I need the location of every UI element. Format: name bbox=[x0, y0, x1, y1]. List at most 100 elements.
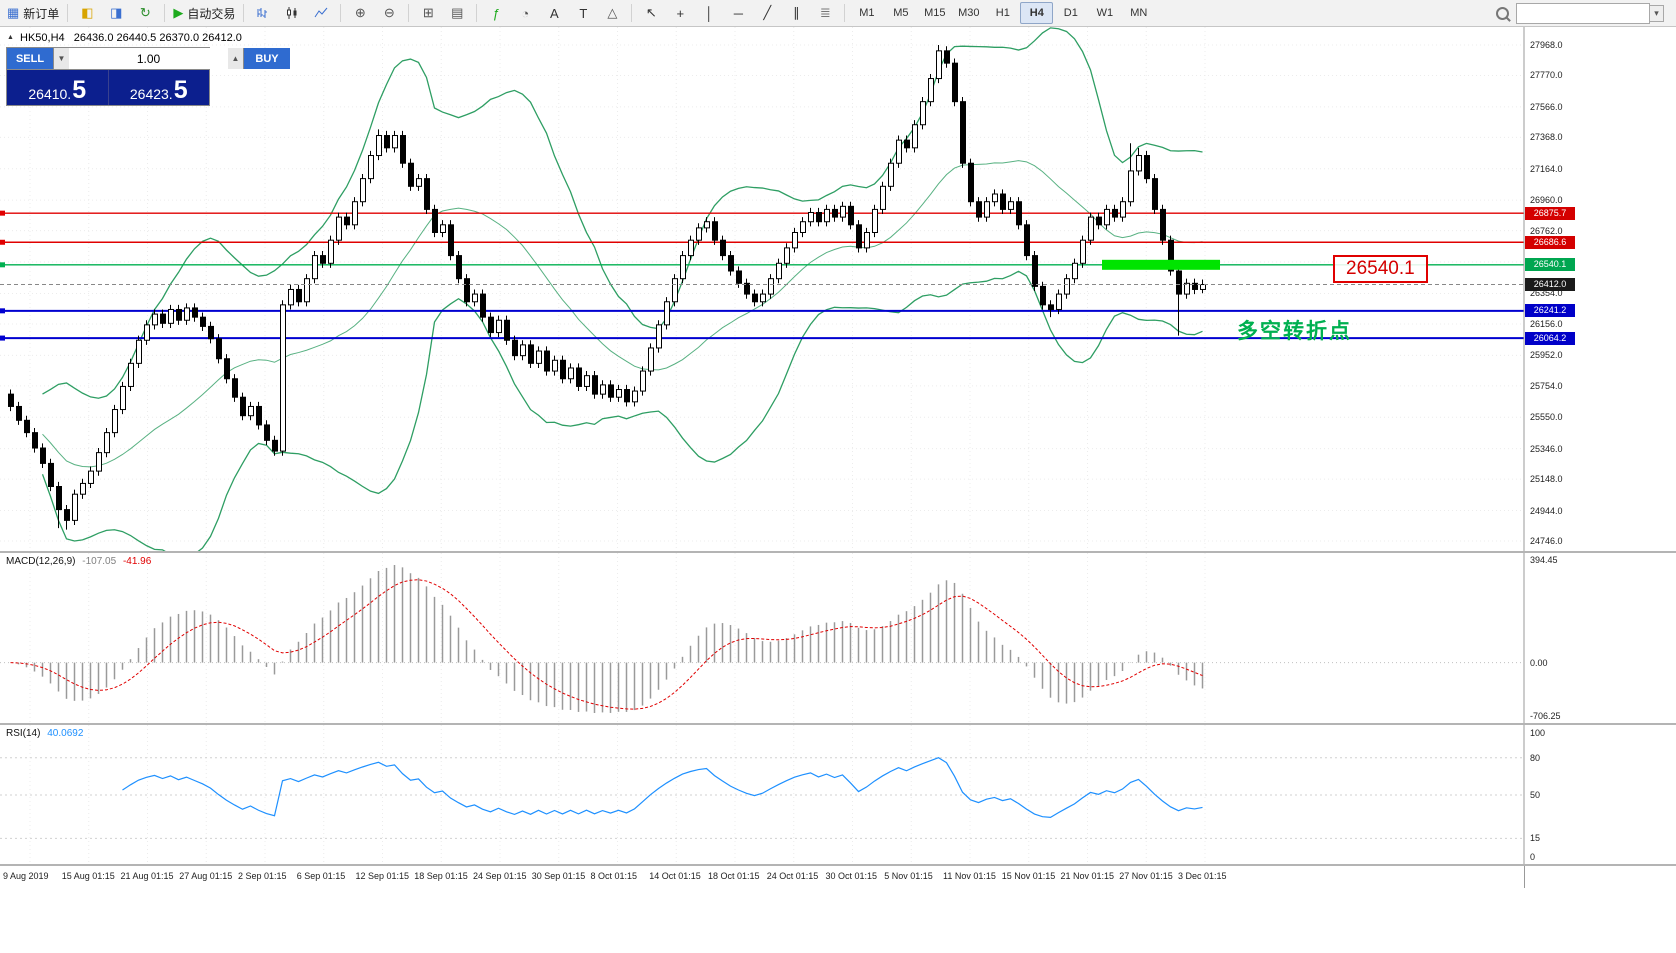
price-level-label[interactable]: 26540.1 bbox=[1333, 255, 1428, 283]
rsi-axis-label: 0 bbox=[1530, 852, 1536, 862]
timeframe-m30[interactable]: M30 bbox=[958, 7, 980, 19]
macd-main-value: -107.05 bbox=[82, 556, 117, 567]
volume-increase-button[interactable]: ▲ bbox=[228, 48, 243, 69]
time-axis-label: 30 Sep 01:15 bbox=[531, 871, 586, 881]
price-axis-label: 25952.0 bbox=[1530, 350, 1563, 361]
cycles-icon[interactable]: ◔ bbox=[521, 5, 530, 21]
refresh-icon[interactable]: ↻ bbox=[139, 5, 151, 20]
current-price-tag: 26412.0 bbox=[1525, 278, 1575, 292]
toolbar-separator bbox=[408, 4, 410, 22]
rsi-chart-canvas[interactable] bbox=[0, 725, 1676, 864]
shapes-icon[interactable]: △ bbox=[607, 5, 618, 20]
macd-axis-label: -706.25 bbox=[1530, 711, 1561, 721]
time-axis-label: 3 Dec 01:15 bbox=[1178, 871, 1227, 881]
macd-axis-label: 394.45 bbox=[1530, 555, 1558, 565]
time-axis-label: 12 Sep 01:15 bbox=[355, 871, 410, 881]
new-order-button[interactable]: ▦ 新订单 bbox=[4, 2, 62, 24]
timeframe-m1[interactable]: M1 bbox=[859, 7, 875, 19]
price-axis-label: 25754.0 bbox=[1530, 380, 1563, 391]
time-axis-label: 21 Nov 01:15 bbox=[1060, 871, 1115, 881]
price-axis-label: 27566.0 bbox=[1530, 101, 1563, 112]
volume-input[interactable] bbox=[69, 48, 228, 69]
sell-price: 26410. bbox=[28, 86, 72, 102]
trendline-icon[interactable]: ╱ bbox=[763, 5, 772, 20]
toolbar-group-windows: ◧ ◨ ↻ bbox=[73, 2, 159, 24]
time-axis-label: 24 Sep 01:15 bbox=[473, 871, 527, 881]
buy-button[interactable]: BUY bbox=[244, 48, 290, 69]
turning-point-annotation: 多空转折点 bbox=[1237, 320, 1352, 343]
toolbar-separator bbox=[340, 4, 342, 22]
buy-price-display[interactable]: 26423. 5 bbox=[107, 70, 209, 105]
candlestick-chart-icon[interactable] bbox=[278, 2, 306, 24]
label-icon[interactable]: T bbox=[579, 5, 588, 21]
macd-chart-canvas[interactable] bbox=[0, 553, 1676, 723]
toolbar-separator bbox=[844, 4, 846, 22]
zoom-out-icon[interactable]: ⊖ bbox=[383, 5, 395, 20]
search-icon bbox=[1496, 6, 1509, 20]
channel-icon[interactable]: ∥ bbox=[793, 5, 800, 20]
search-input[interactable] bbox=[1516, 2, 1650, 24]
timeframe-h4[interactable]: H4 bbox=[1020, 2, 1054, 24]
rsi-axis-label: 80 bbox=[1530, 752, 1541, 763]
main-chart-canvas[interactable] bbox=[0, 27, 1676, 551]
symbol-ohlc: 26436.0 26440.5 26370.0 26412.0 bbox=[73, 32, 242, 44]
crosshair-icon[interactable]: + bbox=[676, 5, 685, 21]
timeframe-d1[interactable]: D1 bbox=[1063, 7, 1078, 19]
rsi-axis-label: 100 bbox=[1530, 728, 1546, 738]
text-icon[interactable]: A bbox=[549, 5, 559, 21]
macd-axis-label: 0.00 bbox=[1530, 657, 1548, 668]
timeframe-h1[interactable]: H1 bbox=[995, 7, 1010, 19]
panel-splitter[interactable] bbox=[0, 864, 1676, 866]
volume-decrease-button[interactable]: ▼ bbox=[54, 48, 69, 69]
vertical-line-icon[interactable]: │ bbox=[705, 5, 714, 21]
new-order-label: 新订单 bbox=[23, 6, 60, 21]
toolbar-separator bbox=[67, 4, 69, 22]
search-dropdown-button[interactable]: ▾ bbox=[1650, 4, 1664, 22]
price-axis-label: 26960.0 bbox=[1530, 195, 1563, 206]
sell-button[interactable]: SELL bbox=[7, 48, 53, 69]
panel-splitter[interactable] bbox=[0, 723, 1676, 725]
buy-price-big-digit: 5 bbox=[173, 76, 188, 104]
macd-signal-value: -41.96 bbox=[122, 556, 152, 567]
horizontal-line-icon[interactable]: ─ bbox=[733, 5, 743, 21]
autotrading-button[interactable]: ▶ 自动交易 bbox=[170, 2, 238, 24]
time-axis-label: 8 Oct 01:15 bbox=[590, 871, 638, 881]
macd-title: MACD(12,26,9) bbox=[6, 556, 76, 567]
time-axis-label: 24 Oct 01:15 bbox=[766, 871, 819, 881]
price-axis-label: 27770.0 bbox=[1530, 70, 1563, 81]
zoom-in-icon[interactable]: ⊕ bbox=[354, 5, 366, 20]
symbol-name: HK50,H4 bbox=[20, 32, 65, 44]
cursor-icon[interactable]: ↖ bbox=[645, 5, 657, 20]
price-axis-label: 27968.0 bbox=[1530, 40, 1563, 50]
time-axis-label: 18 Sep 01:15 bbox=[414, 871, 468, 881]
tile-windows-icon[interactable]: ⊞ bbox=[422, 5, 434, 20]
cascade-windows-icon[interactable]: ▤ bbox=[451, 5, 464, 20]
timeframe-m5[interactable]: M5 bbox=[893, 7, 909, 19]
market-watch-icon[interactable]: ◧ bbox=[81, 5, 94, 20]
line-chart-icon[interactable] bbox=[307, 2, 335, 24]
time-axis-label: 14 Oct 01:15 bbox=[649, 871, 701, 881]
toolbar-separator bbox=[631, 4, 633, 22]
time-axis-label: 21 Aug 01:15 bbox=[120, 871, 174, 881]
sell-price-display[interactable]: 26410. 5 bbox=[7, 70, 108, 105]
timeframe-toolbar: M1 M5 M15 M30 H1 H4 D1 W1 MN bbox=[850, 2, 1155, 24]
price-axis-label: 25550.0 bbox=[1530, 412, 1563, 423]
time-axis[interactable]: 9 Aug 2019 15 Aug 01:15 21 Aug 01:15 27 Aug… bbox=[0, 866, 1676, 888]
indicators-icon[interactable]: ƒ bbox=[492, 5, 500, 21]
time-axis-label: 6 Sep 01:15 bbox=[296, 871, 346, 881]
time-axis-label: 15 Aug 01:15 bbox=[61, 871, 115, 881]
price-axis-label: 26354.0 bbox=[1530, 288, 1563, 299]
timeframe-mn[interactable]: MN bbox=[1130, 7, 1148, 19]
timeframe-w1[interactable]: W1 bbox=[1096, 7, 1114, 19]
level-price-tag: 26540.1 bbox=[1525, 258, 1575, 272]
bar-chart-icon[interactable] bbox=[249, 2, 277, 24]
time-axis-label: 11 Nov 01:15 bbox=[943, 871, 996, 881]
timeframe-m15[interactable]: M15 bbox=[924, 7, 946, 19]
macd-panel: MACD(12,26,9) -107.05 -41.96 394.45 0.00 -… bbox=[0, 553, 1676, 723]
data-window-icon[interactable]: ◨ bbox=[110, 5, 123, 20]
panel-splitter[interactable] bbox=[0, 551, 1676, 553]
rsi-axis-label: 15 bbox=[1530, 833, 1541, 844]
toolbar: ▦ 新订单 ◧ ◨ ↻ ▶ 自动交易 ⊕ ⊖ ⊞ ▤ ƒ ◔ A T △ ↖ + │ ─ ╱ ∥ ≣ M1 M5 M1… bbox=[0, 0, 1676, 27]
fibonacci-icon[interactable]: ≣ bbox=[819, 5, 831, 20]
